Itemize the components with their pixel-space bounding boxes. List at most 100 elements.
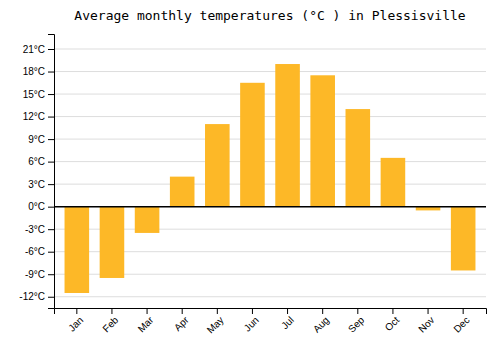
x-tick-mark [322,308,323,314]
title: Average monthly temperatures (°C ) in Pl… [74,8,466,23]
y-tick-label: 3°C [28,179,45,190]
bar [65,207,90,293]
y-tick-mark [48,184,54,185]
grid-line [54,139,486,140]
x-tick: Sep [346,308,367,335]
bar [205,124,230,207]
zero-line [54,206,486,208]
y-tick: 3°C [28,179,54,190]
grid-line [54,161,486,162]
y-tick: -12°C [19,291,54,302]
x-tick: Dec [451,308,471,335]
y-tick: 21°C [23,44,54,55]
y-tick-label: -9°C [25,269,45,280]
x-tick: Aug [311,308,331,335]
grid [54,49,486,297]
grid-line [54,94,486,95]
bar [381,158,406,207]
x-tick: Mar [136,308,156,334]
grid-line [54,206,486,207]
x-tick-label: Oct [383,314,402,333]
y-tick-mark [48,162,54,163]
x-tick-label: Sep [346,314,367,335]
x-tick-label: Apr [172,314,191,333]
x-tick: Feb [100,308,120,334]
x-tick-mark [76,308,77,314]
y-tick-mark [48,72,54,73]
x-tick: Jul [279,308,296,331]
x-tick-label: Nov [416,314,436,334]
bar [451,207,476,271]
bar [170,177,195,207]
grid-line [54,71,486,72]
grid-line [54,296,486,297]
y-tick-label: -12°C [19,291,45,302]
plot: -12°C -9°C -6°C -3°C 0°C 3°C 6°C 9°C 12°C 15°C 18°… [19,35,486,336]
y-tick-mark [48,94,54,95]
x-tick-mark [463,308,464,314]
y-tick-mark [48,297,54,298]
y-tick: 9°C [28,134,54,145]
x-tick-label: May [205,314,226,335]
x-tick-mark [392,308,393,314]
y-tick-label: -3°C [25,224,45,235]
y-tick: 12°C [23,111,54,122]
x-axis-line [55,309,487,315]
x-tick-mark [182,308,183,314]
y-tick-label: 6°C [28,156,45,167]
y-tick-label: 15°C [23,89,45,100]
x-tick-mark [217,308,218,314]
x-tick: Nov [416,308,436,335]
y-tick-mark [48,207,54,208]
y-tick-mark [48,252,54,253]
y-tick: 18°C [23,66,54,77]
x-tick-mark [287,308,288,314]
grid-line [54,49,486,50]
x-tick-label: Mar [136,314,156,334]
y-tick: 15°C [23,89,54,100]
bar [100,207,125,278]
x-tick: Oct [383,308,402,333]
y-tick-mark [48,229,54,230]
x-tick-label: Aug [311,314,331,334]
y-tick-mark [48,274,54,275]
y-tick: -3°C [25,224,54,235]
y-tick-label: -6°C [25,246,45,257]
x-tick-label: Jun [242,314,261,333]
y-tick-label: 18°C [23,66,45,77]
bar [346,109,371,207]
y-tick-mark [48,139,54,140]
y-tick-label: 21°C [23,44,45,55]
y-axis: -12°C -9°C -6°C -3°C 0°C 3°C 6°C 9°C 12°C 15°C 18°… [19,35,54,309]
x-tick: Apr [172,308,191,333]
x-tick: Jun [242,308,261,334]
x-tick-mark [111,308,112,314]
y-tick-mark [48,49,54,50]
x-tick-mark [147,308,148,314]
y-tick-label: 12°C [23,111,45,122]
chart: -12°C -9°C -6°C -3°C 0°C 3°C 6°C 9°C 12°C 15°C 18°… [0,0,500,350]
x-tick-label: Jul [279,314,296,331]
bar [135,207,160,233]
x-tick: Jan [66,308,85,334]
x-tick-label: Jan [66,314,85,333]
y-tick: -9°C [25,269,54,280]
grid-line [54,116,486,117]
bar [240,83,265,207]
y-axis-line [48,35,55,309]
y-tick-label: 9°C [28,134,45,145]
bar [310,75,335,206]
x-tick-mark [357,308,358,314]
x-tick-label: Dec [451,314,471,334]
x-tick-mark [428,308,429,314]
x-axis: Jan Feb Mar Apr May Jun Jul Aug Sep Oct Nov Dec [55,308,487,336]
x-tick-mark [252,308,253,314]
x-tick: May [205,308,226,336]
y-tick: 6°C [28,156,54,167]
grid-line [54,184,486,185]
x-tick-label: Feb [100,314,120,334]
bar [275,64,300,207]
y-tick-mark [48,117,54,118]
bars [65,64,476,293]
y-tick-label: 0°C [28,201,45,212]
